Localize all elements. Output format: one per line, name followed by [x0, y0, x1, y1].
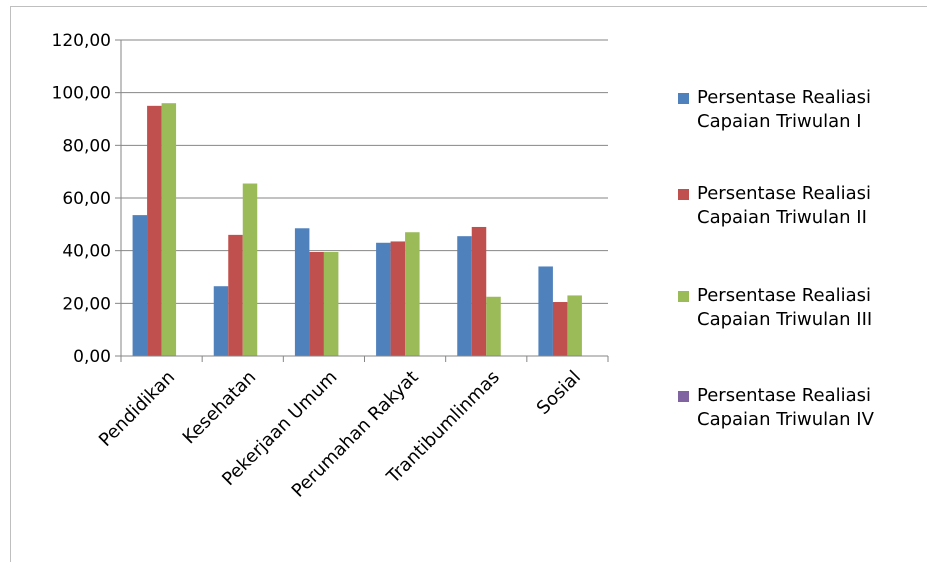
- legend-swatch: [678, 291, 689, 302]
- bar: [538, 266, 553, 356]
- legend-label: Persentase Realiasi Capaian Triwulan II: [697, 183, 872, 228]
- y-tick-label: 120,00: [52, 31, 111, 51]
- bar: [405, 232, 420, 356]
- legend-label: Persentase Realiasi Capaian Triwulan I: [697, 87, 872, 132]
- category-label: Pendidikan: [95, 367, 179, 451]
- bar: [567, 295, 582, 356]
- legend-swatch: [678, 93, 689, 104]
- bars: [132, 103, 582, 356]
- y-tick-label: 60,00: [62, 189, 111, 209]
- bar: [132, 215, 148, 356]
- y-axis: 0,00 20,00 40,00 60,00 80,00 100,00 120,00: [52, 31, 122, 367]
- bar: [390, 241, 406, 356]
- bar: [147, 105, 162, 356]
- bar: [213, 286, 229, 356]
- bar: [471, 226, 487, 356]
- legend-label: Persentase Realiasi Capaian Triwulan III: [697, 285, 873, 330]
- y-tick-label: 20,00: [62, 294, 111, 314]
- category-label: Kesehatan: [179, 367, 261, 449]
- gridlines: [121, 39, 608, 304]
- legend-swatch: [678, 391, 689, 402]
- bar: [242, 183, 258, 356]
- bar: [294, 228, 310, 356]
- bar: [457, 236, 472, 356]
- y-tick-label: 100,00: [52, 84, 111, 104]
- bar: [309, 251, 324, 356]
- bar: [552, 302, 568, 356]
- bar: [376, 242, 391, 356]
- bar: [161, 103, 177, 356]
- y-tick-label: 40,00: [62, 242, 111, 262]
- category-label: Sosial: [533, 367, 585, 419]
- legend-label: Persentase Realiasi Capaian Triwulan IV: [697, 385, 874, 430]
- y-tick-label: 80,00: [62, 136, 111, 156]
- legend-swatch: [678, 189, 689, 200]
- y-tick-label: 0,00: [73, 347, 111, 367]
- bar: [486, 296, 501, 356]
- bar: [323, 251, 339, 356]
- bar: [228, 234, 243, 356]
